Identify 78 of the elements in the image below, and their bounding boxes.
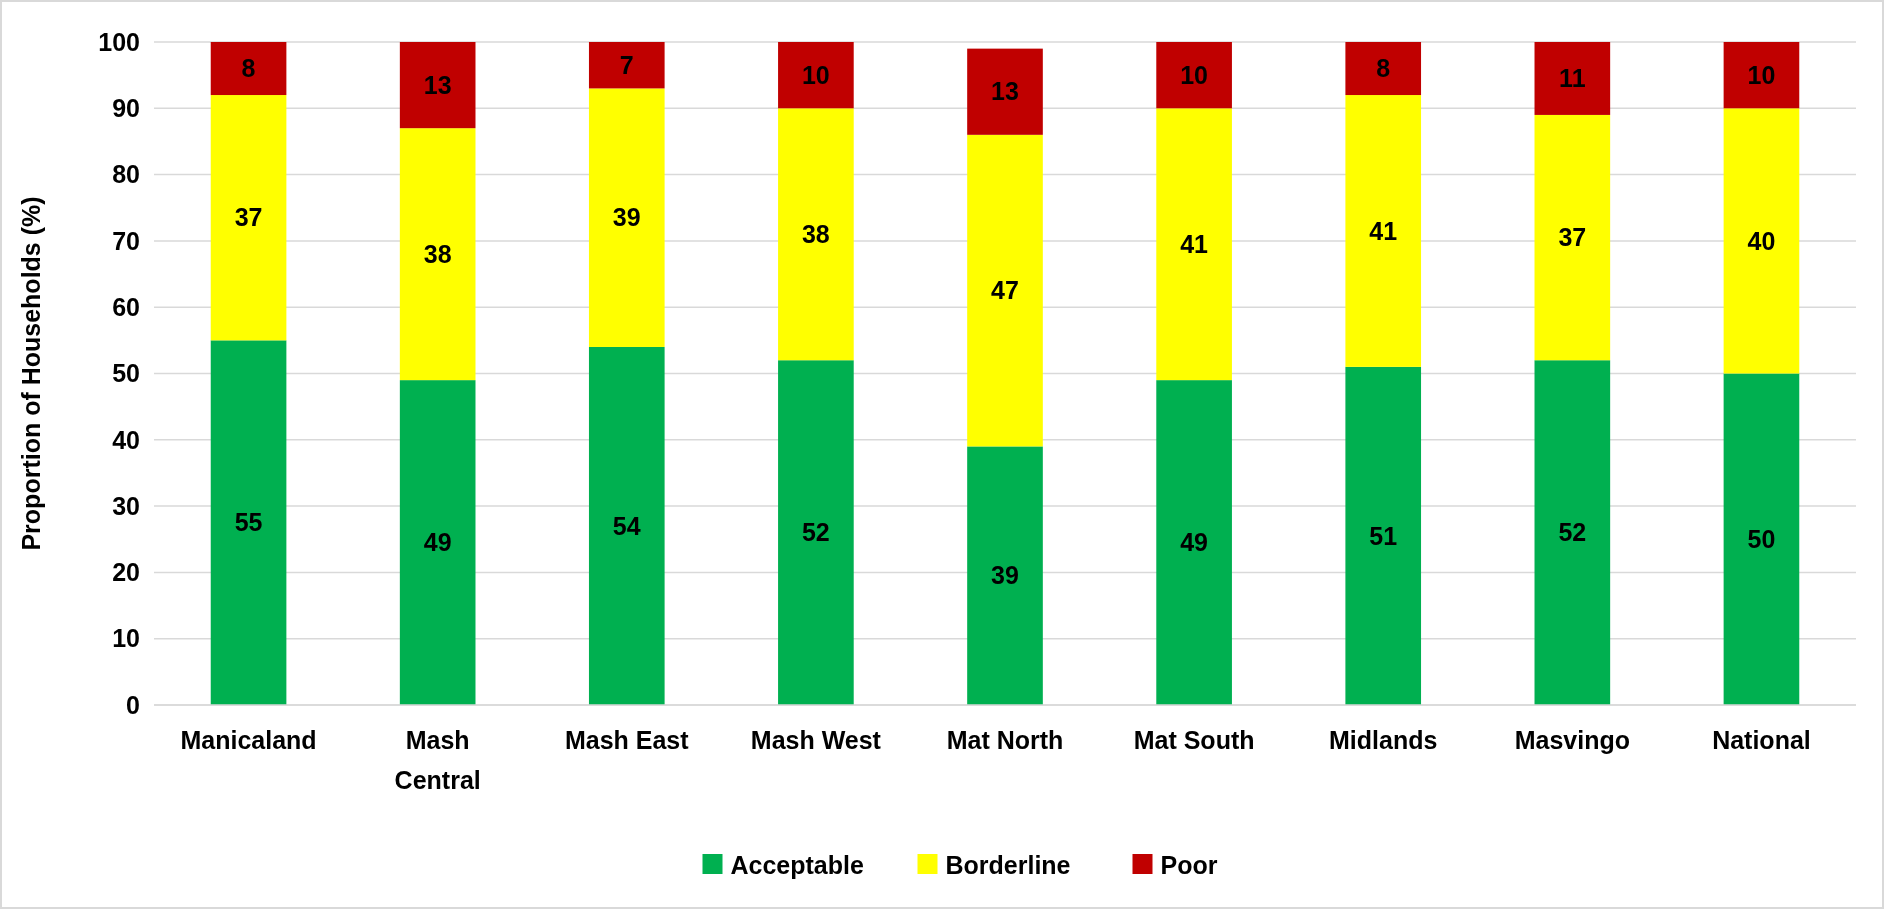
y-tick-label: 40 xyxy=(112,425,140,454)
bar xyxy=(967,446,1043,705)
x-tick-label: Mat North xyxy=(946,726,1064,754)
bar xyxy=(778,360,854,705)
bar xyxy=(210,95,287,341)
y-tick-label: 0 xyxy=(126,690,140,719)
bar xyxy=(778,42,854,109)
bar xyxy=(1156,42,1232,109)
data-label: 13 xyxy=(423,70,452,99)
data-label: 39 xyxy=(991,561,1019,590)
y-tick-label: 100 xyxy=(98,27,140,56)
y-tick-label: 10 xyxy=(112,624,140,653)
bar xyxy=(1345,42,1422,96)
data-label: 52 xyxy=(801,518,830,547)
bar xyxy=(967,48,1043,135)
bar xyxy=(399,128,476,381)
y-tick-label: 20 xyxy=(112,558,140,587)
bar xyxy=(1156,380,1232,705)
data-label: 40 xyxy=(1747,226,1776,255)
bar xyxy=(588,88,665,347)
x-tick-label: Mash East xyxy=(564,726,690,754)
data-label: 10 xyxy=(801,60,830,89)
y-tick-label: 80 xyxy=(112,160,140,189)
bar xyxy=(399,42,476,129)
y-tick-label: 60 xyxy=(112,292,140,321)
data-label: 10 xyxy=(1180,60,1209,89)
data-label: 38 xyxy=(801,220,830,249)
data-label: 47 xyxy=(991,276,1019,305)
data-label: 49 xyxy=(1180,528,1209,557)
data-label: 49 xyxy=(423,528,452,557)
data-label: 41 xyxy=(1369,216,1398,245)
data-label: 37 xyxy=(1558,223,1587,252)
bar xyxy=(1156,108,1232,381)
data-label: 50 xyxy=(1747,525,1776,553)
data-label: 13 xyxy=(991,77,1019,106)
bar xyxy=(210,340,287,705)
data-label: 52 xyxy=(1558,518,1587,547)
y-tick-label: 50 xyxy=(112,359,140,388)
bar xyxy=(1534,114,1611,361)
bar xyxy=(1345,95,1422,367)
x-tick-label: Midlands xyxy=(1329,726,1438,754)
x-tick-label: Mash West xyxy=(750,726,882,754)
legend-label: Acceptable xyxy=(730,850,864,879)
y-tick-label: 70 xyxy=(112,226,140,255)
bar xyxy=(1345,366,1422,705)
x-tick-label: Masvingo xyxy=(1514,726,1630,754)
bar xyxy=(588,42,665,89)
bar xyxy=(967,134,1043,447)
legend-label: Poor xyxy=(1160,850,1218,879)
bar xyxy=(1723,108,1800,374)
x-tick-label: National xyxy=(1712,726,1811,754)
data-label: 51 xyxy=(1369,521,1398,550)
bar xyxy=(399,380,476,705)
legend-label: Borderline xyxy=(945,850,1071,879)
bar xyxy=(778,108,854,361)
data-label: 11 xyxy=(1559,64,1586,93)
bar xyxy=(1534,42,1611,115)
y-tick-label: 30 xyxy=(112,491,140,520)
bar xyxy=(1723,373,1800,705)
data-label: 38 xyxy=(423,239,452,268)
bar xyxy=(588,346,665,705)
data-label: 8 xyxy=(1376,54,1391,83)
y-tick-label: 90 xyxy=(112,94,140,123)
x-tick-label: Mash Central xyxy=(394,726,481,794)
data-label: 7 xyxy=(619,50,634,79)
data-label: 41 xyxy=(1180,229,1209,258)
data-label: 8 xyxy=(241,54,256,83)
data-label: 10 xyxy=(1747,60,1776,89)
data-label: 54 xyxy=(612,511,641,540)
bar xyxy=(1723,42,1800,109)
data-label: 37 xyxy=(234,203,263,232)
bar xyxy=(210,42,287,96)
bar xyxy=(1534,360,1611,705)
y-axis-title: Proportion of Households (%) xyxy=(17,196,45,551)
x-tick-label: Mat South xyxy=(1133,726,1255,754)
data-label: 55 xyxy=(234,508,263,537)
data-label: 39 xyxy=(612,203,641,232)
x-tick-label: Manicaland xyxy=(180,726,317,754)
